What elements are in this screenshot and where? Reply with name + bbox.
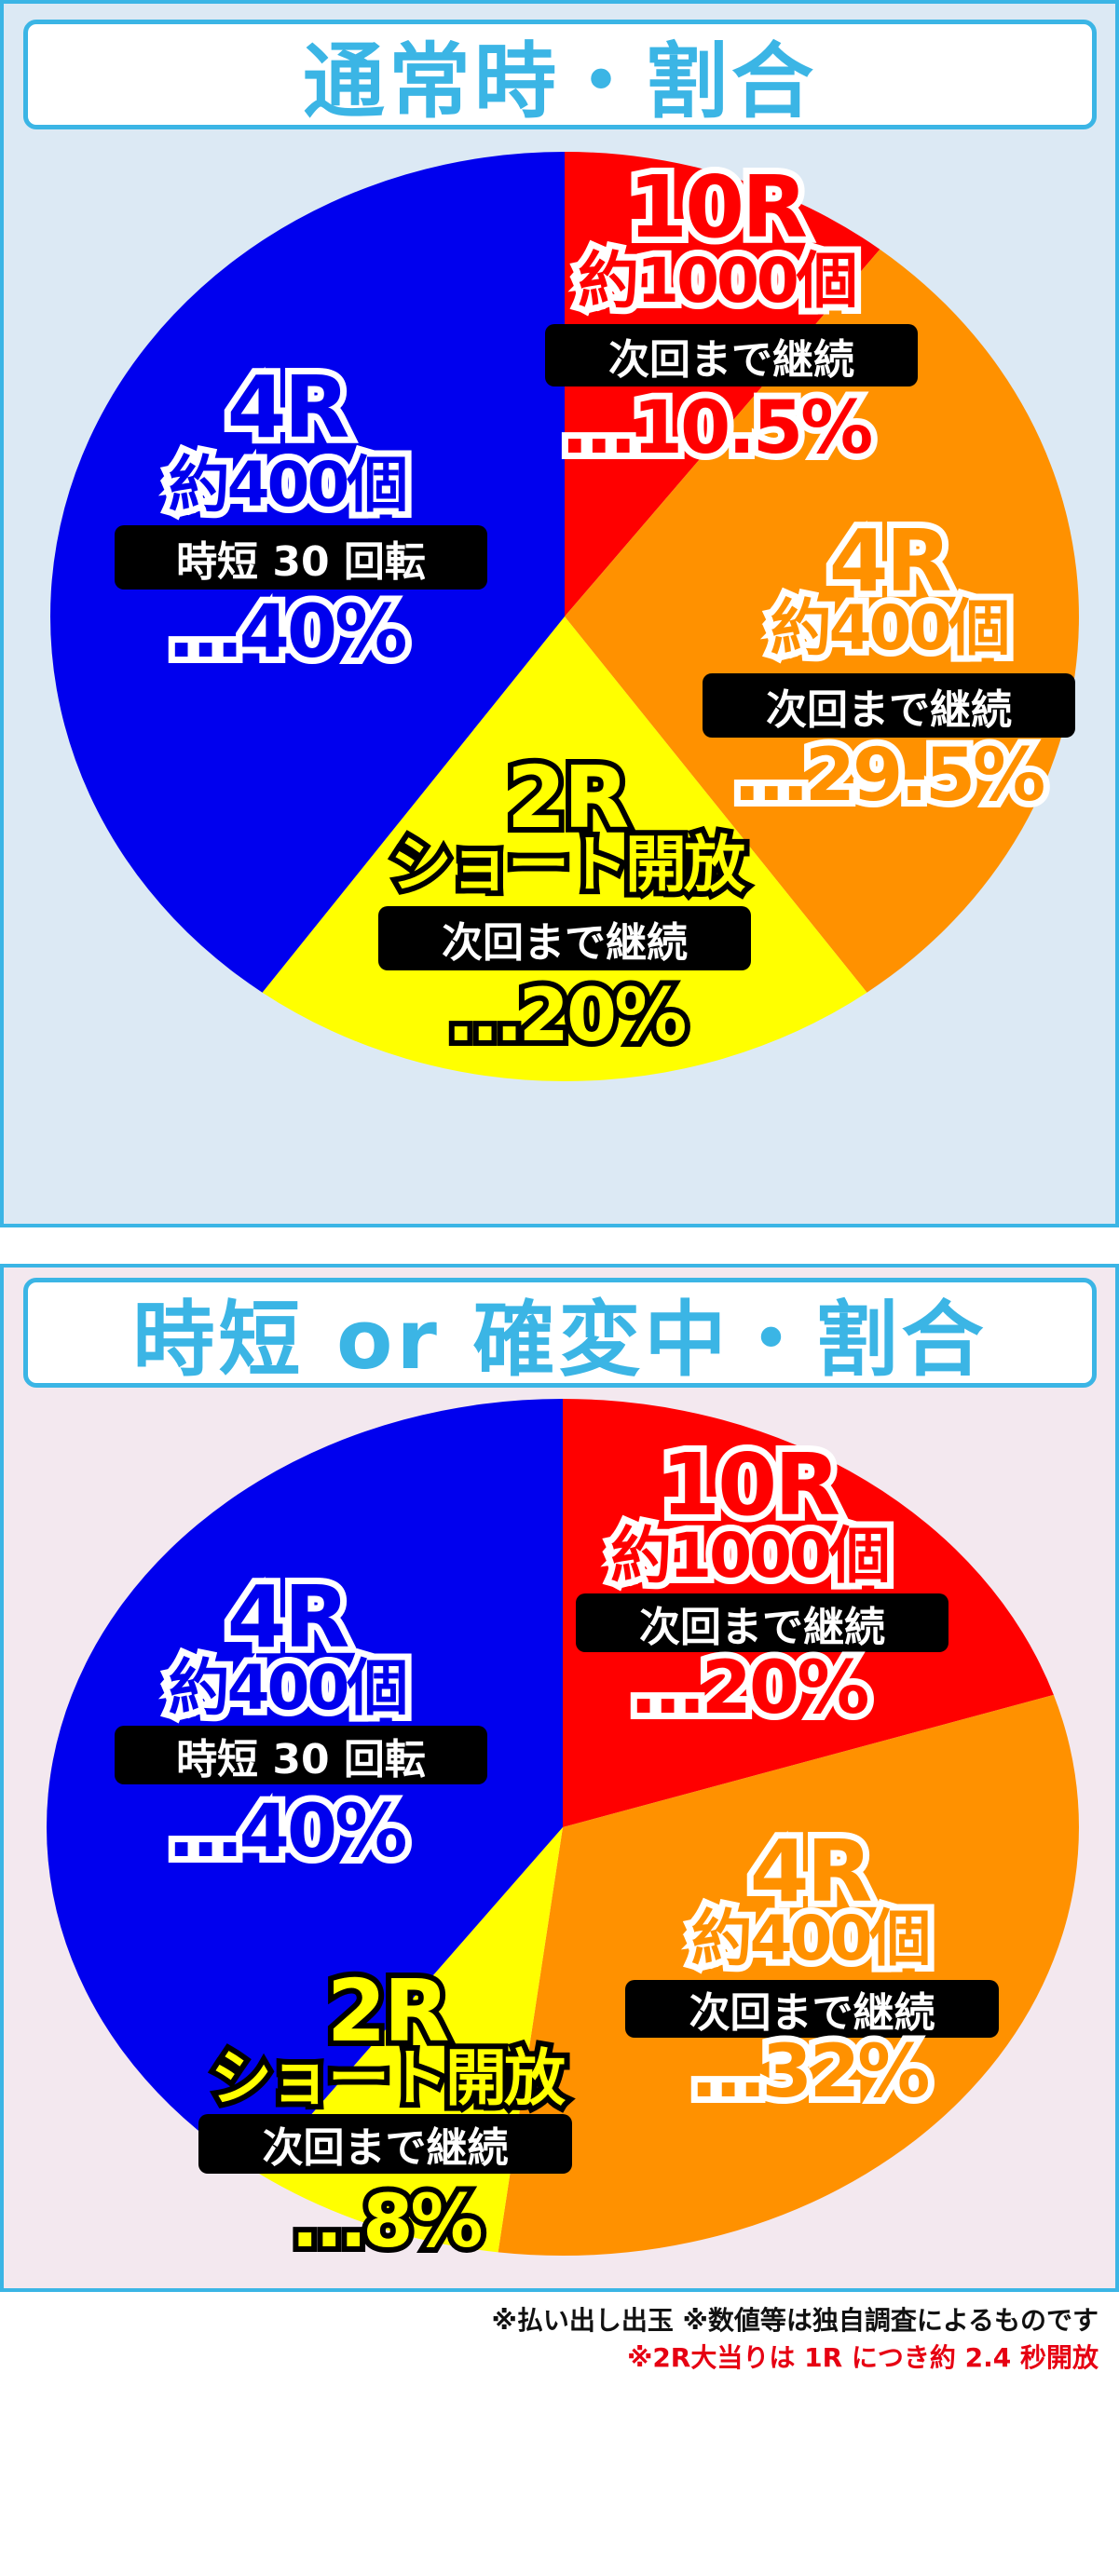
- chart-title-box: 時短 or 確変中・割合: [23, 1278, 1097, 1388]
- slice-condition-badge: 次回まで継続: [625, 1980, 999, 2038]
- chart-title: 時短 or 確変中・割合: [132, 1291, 988, 1388]
- slice-percent-label: …8%: [287, 2180, 488, 2264]
- slice-condition-badge: 次回まで継続: [198, 2114, 572, 2174]
- slice-percent-label: …20%: [444, 974, 693, 1058]
- slice-condition-badge: 次回まで継続: [703, 673, 1075, 738]
- slice-percent-label: …32%: [686, 2029, 937, 2115]
- slice-round-label: 4R: [823, 511, 959, 611]
- slice-payout-label: 約400個: [685, 1902, 938, 1976]
- slice-payout-label: 約400個: [162, 1651, 416, 1726]
- footnote-2: ※2R大当りは 1R につき約 2.4 秒開放: [627, 2342, 1099, 2373]
- slice-percent-label: …29.5%: [729, 733, 1053, 819]
- slice-percent-label: …10.5%: [556, 386, 880, 471]
- slice-percent-label: …40%: [163, 590, 415, 675]
- chart-title-box: 通常時・割合: [23, 20, 1097, 129]
- slice-round-label: 4R: [221, 1567, 357, 1667]
- pie-slice-4r-continue: [565, 249, 1079, 993]
- slice-round-label: 2R: [321, 1961, 456, 2061]
- slice-round-label: 4R: [221, 358, 357, 457]
- slice-condition-badge: 時短 30 回転: [115, 1726, 487, 1784]
- slice-round-label: 2R: [501, 748, 635, 847]
- slice-payout-label: 約1000個: [604, 1519, 897, 1593]
- slice-round-label: 10R: [654, 1435, 847, 1535]
- chart-title: 通常時・割合: [302, 33, 817, 129]
- pie-slice-4r-continue: [498, 1694, 1079, 2256]
- slice-payout-label: 約400個: [162, 448, 416, 522]
- slice-payout-label: 約400個: [764, 591, 1017, 666]
- slice-payout-label: ショート開放: [385, 829, 751, 902]
- slice-payout-label: 約1000個: [571, 244, 865, 319]
- slice-round-label: 4R: [744, 1822, 880, 1921]
- slice-condition-badge: 次回まで継続: [378, 906, 751, 970]
- slice-condition-badge: 次回まで継続: [545, 324, 918, 386]
- slice-percent-label: …40%: [163, 1789, 415, 1875]
- pie-slice-4r-jitan: [47, 1399, 564, 2175]
- slice-payout-label: ショート開放: [205, 2042, 571, 2115]
- footnote-1: ※払い出し出玉 ※数値等は独自調査によるものです: [491, 2305, 1099, 2336]
- slice-percent-label: …20%: [625, 1646, 877, 1731]
- slice-condition-badge: 時短 30 回転: [115, 525, 487, 590]
- slice-round-label: 10R: [621, 157, 814, 257]
- slice-condition-badge: 次回まで継続: [576, 1593, 948, 1652]
